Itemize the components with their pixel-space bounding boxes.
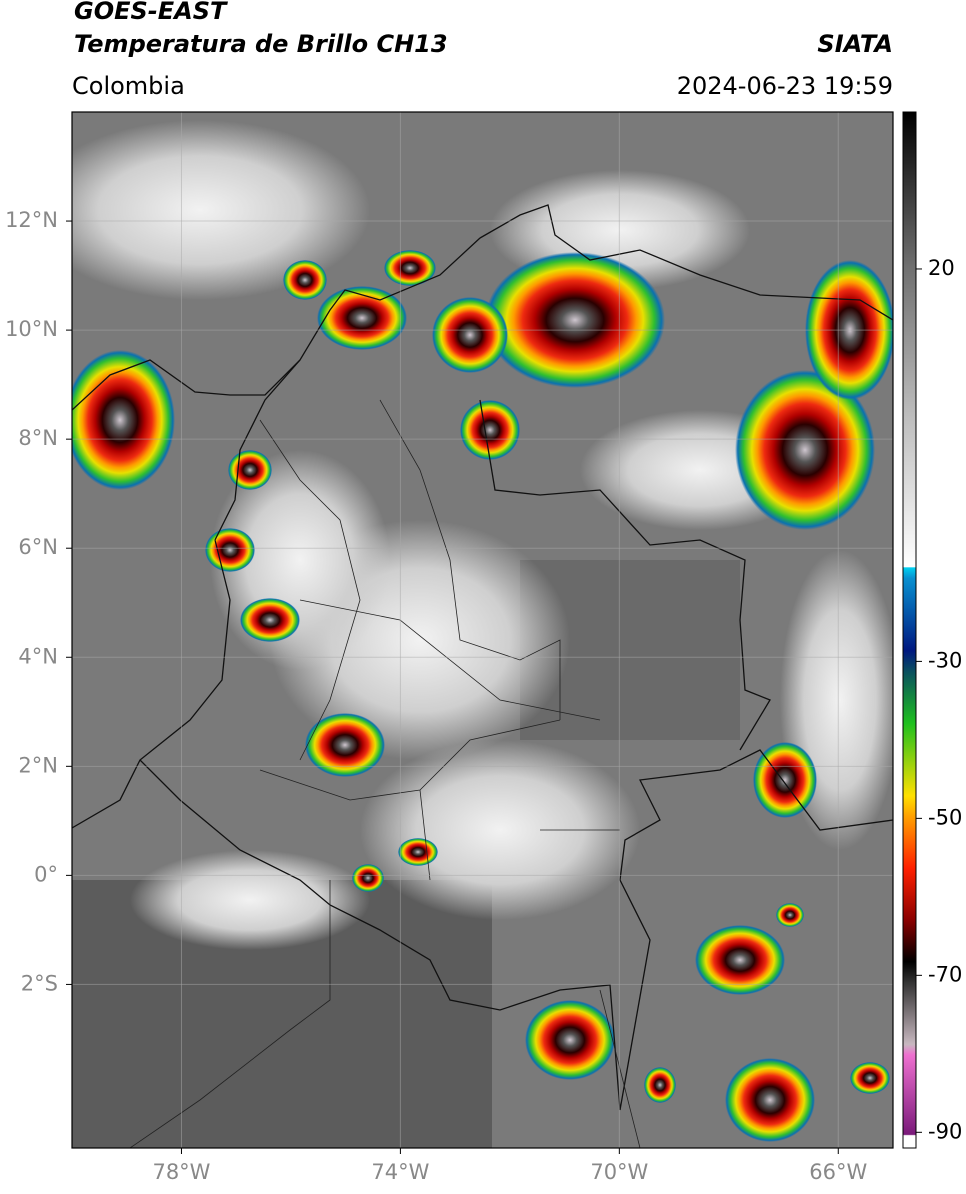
border: [72, 359, 893, 1111]
coastline: [72, 204, 893, 411]
title: GOES-EAST: [74, 0, 228, 25]
storm: [283, 260, 327, 300]
storm: [352, 864, 384, 892]
subtitle: Temperatura de Brillo CH13: [74, 30, 448, 58]
colorbar-tick-label: -30: [928, 648, 962, 672]
y-tick-label: 0°: [34, 862, 58, 886]
storm: [695, 925, 785, 995]
source: SIATA: [817, 30, 893, 58]
colorbar-tick-label: 20: [928, 256, 955, 280]
storm: [850, 1062, 890, 1094]
cloud: [72, 120, 370, 300]
map-imagery: [72, 112, 893, 1148]
grid: [72, 112, 893, 1148]
storm: [317, 286, 407, 350]
storm: [485, 252, 665, 388]
storm: [228, 450, 272, 490]
storm: [72, 350, 175, 490]
storm: [398, 838, 438, 866]
storm: [460, 400, 520, 460]
x-tick-label: 70°W: [590, 1160, 648, 1184]
region: Colombia: [72, 72, 185, 100]
y-tick-label: 12°N: [5, 208, 58, 232]
storm: [240, 598, 300, 642]
storm: [305, 713, 385, 777]
colorbar: [902, 111, 917, 1149]
storm: [432, 297, 508, 373]
x-tick-label: 66°W: [809, 1160, 867, 1184]
colorbar-tick-label: -90: [928, 1119, 962, 1143]
cloud: [130, 850, 370, 950]
department-border: [259, 399, 620, 881]
datetime: 2024-06-23 19:59: [677, 72, 893, 100]
x-tick-label: 74°W: [371, 1160, 429, 1184]
storm: [735, 370, 875, 530]
y-tick-label: 8°N: [18, 426, 58, 450]
storm: [776, 903, 804, 927]
y-tick-label: 2°S: [21, 971, 58, 995]
storm: [525, 1000, 615, 1080]
y-tick-label: 6°N: [18, 535, 58, 559]
y-tick-label: 2°N: [18, 753, 58, 777]
storm: [644, 1067, 676, 1103]
storm: [205, 528, 255, 572]
colorbar-tick-label: -50: [928, 805, 962, 829]
map-frame: [71, 111, 894, 1149]
y-tick-label: 4°N: [18, 644, 58, 668]
border: [129, 880, 641, 1148]
y-tick-label: 10°N: [5, 317, 58, 341]
x-tick-label: 78°W: [152, 1160, 210, 1184]
colorbar-tick-label: -70: [928, 962, 962, 986]
storm: [725, 1058, 815, 1142]
storm: [384, 250, 436, 286]
